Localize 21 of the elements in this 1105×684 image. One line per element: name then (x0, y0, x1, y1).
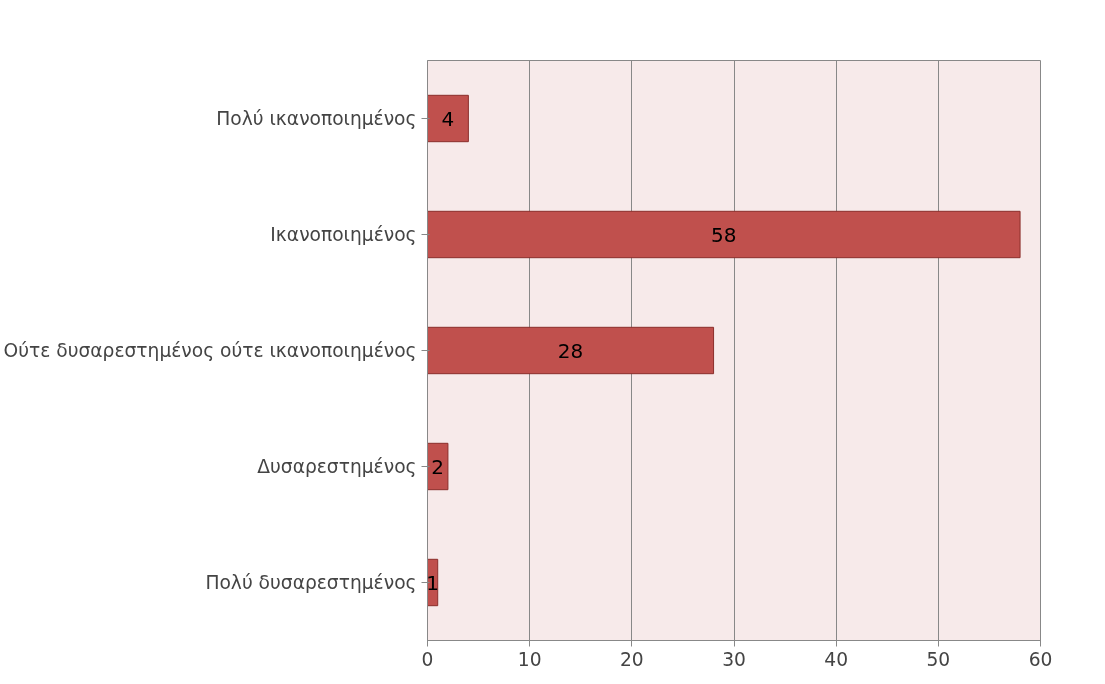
x-tick-label: 20 (619, 648, 644, 670)
data-label: 2 (431, 454, 445, 479)
x-tick-label: 40 (824, 648, 849, 670)
data-label: 4 (441, 106, 455, 131)
bar (427, 442, 449, 491)
x-tick-label: 60 (1028, 648, 1053, 670)
y-tick-label: Δυσαρεστημένος (257, 456, 417, 477)
bar (427, 94, 469, 143)
x-tick-label: 0 (421, 648, 434, 670)
bar (427, 326, 715, 375)
data-label: 28 (557, 338, 584, 363)
y-tick-label: Ούτε δυσαρεστημένος ούτε ικανοποιημένος (3, 340, 417, 361)
bar (427, 210, 1021, 259)
data-label: 1 (426, 570, 439, 595)
y-tick-label: Πολύ ικανοποιημένος (216, 108, 417, 129)
y-tick-label: Πολύ δυσαρεστημένος (205, 572, 417, 593)
y-tick-label: Ικανοποιημένος (270, 224, 417, 245)
x-tick-label: 10 (517, 648, 542, 670)
x-tick-label: 30 (722, 648, 746, 670)
data-label: 58 (711, 222, 737, 247)
x-tick-label: 50 (926, 648, 951, 670)
